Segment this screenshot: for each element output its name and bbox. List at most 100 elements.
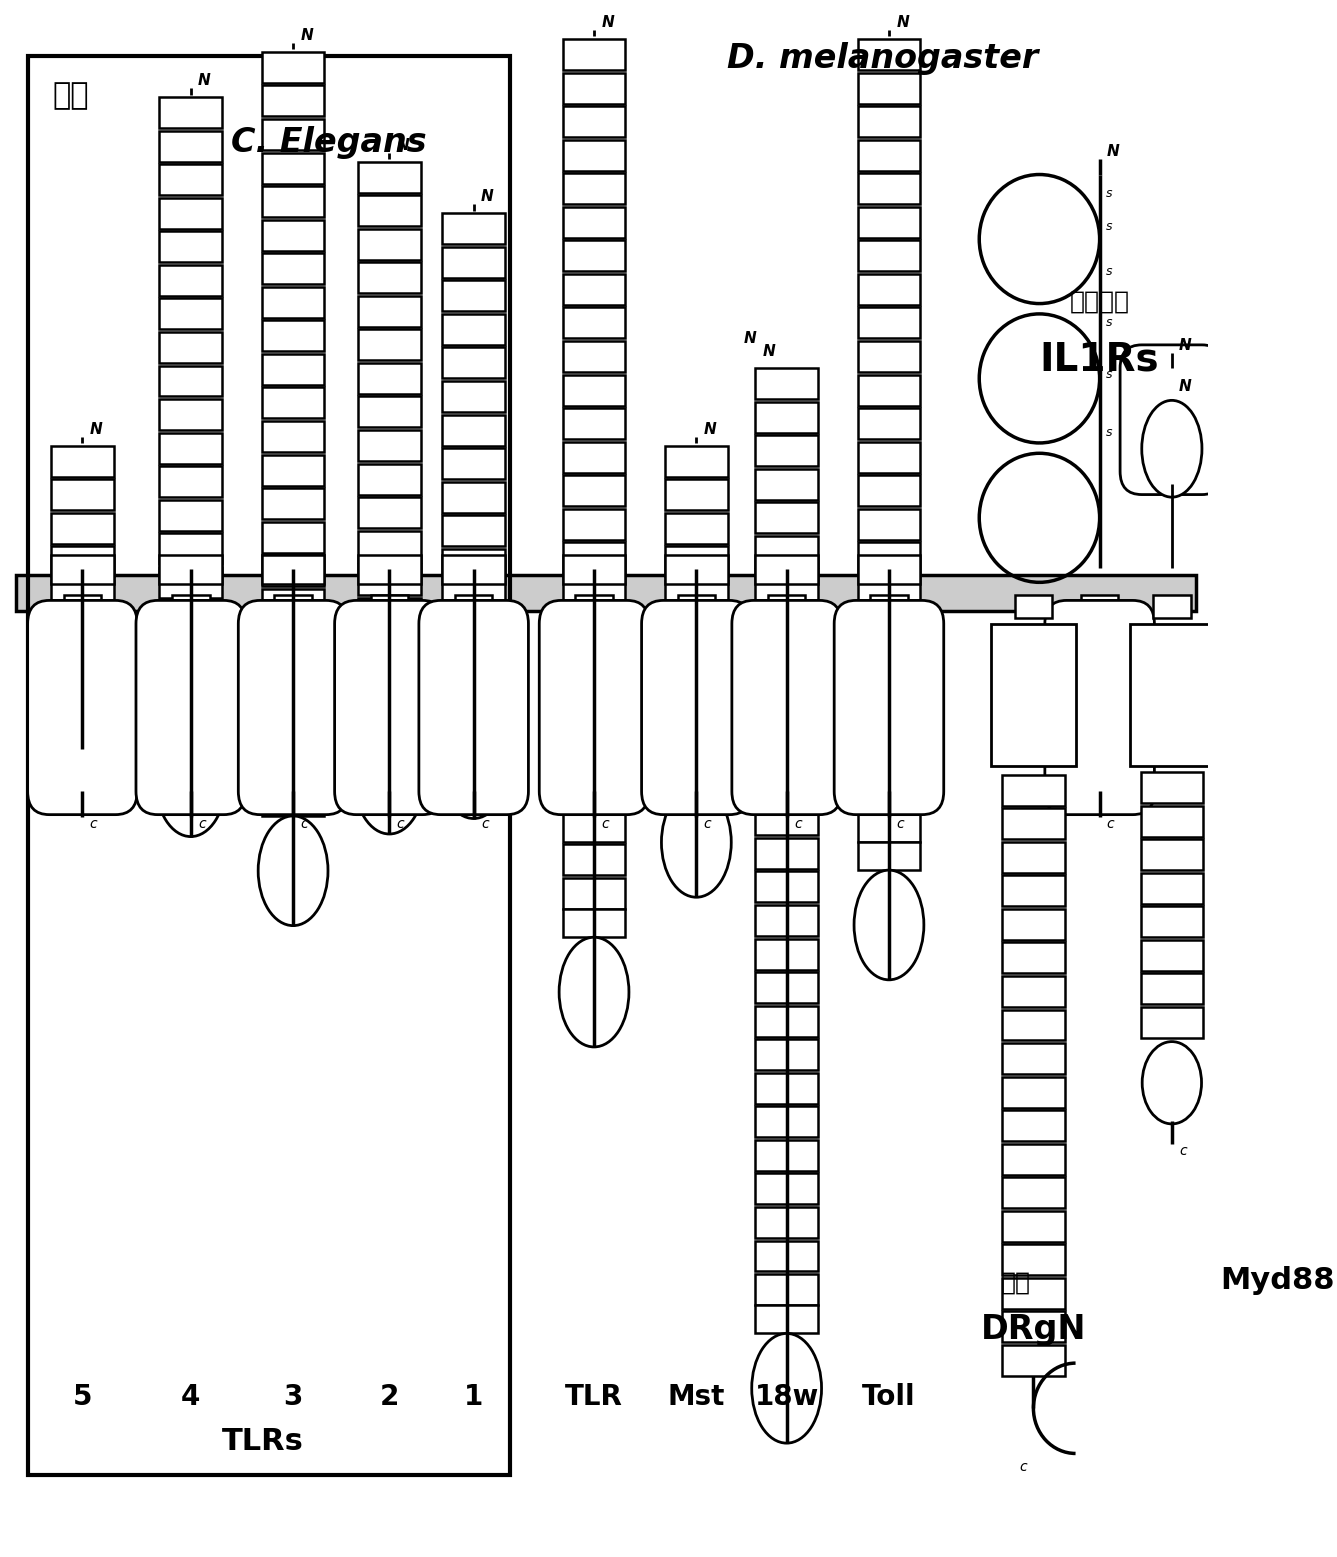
Bar (755, 1107, 818, 1137)
Bar (443, 248, 505, 277)
Bar (755, 503, 818, 534)
Bar (1140, 906, 1203, 937)
Bar (1015, 595, 1052, 618)
Bar (563, 173, 626, 204)
FancyBboxPatch shape (136, 601, 246, 814)
Bar (755, 771, 818, 802)
Bar (159, 699, 222, 727)
Bar (575, 595, 612, 618)
Bar (262, 187, 325, 216)
Bar (358, 296, 421, 327)
Bar (563, 609, 626, 640)
Bar (159, 299, 222, 330)
Bar (563, 140, 626, 171)
Bar (1003, 976, 1064, 1007)
Text: Mst: Mst (667, 1383, 725, 1411)
Bar (563, 777, 626, 808)
Bar (1140, 805, 1203, 836)
Bar (262, 655, 325, 687)
Bar (755, 402, 818, 433)
Bar (262, 388, 325, 419)
Ellipse shape (854, 870, 924, 979)
Bar (664, 480, 727, 511)
Bar (1003, 1043, 1064, 1074)
Bar (857, 777, 920, 808)
Ellipse shape (156, 727, 226, 836)
Bar (857, 140, 920, 171)
FancyBboxPatch shape (1120, 344, 1223, 495)
Text: c: c (481, 817, 488, 831)
Text: C. Elegans: C. Elegans (231, 126, 427, 159)
Bar (1003, 1076, 1064, 1107)
Bar (443, 481, 505, 512)
Text: s: s (1106, 220, 1112, 232)
Bar (1140, 873, 1203, 903)
Text: 植物: 植物 (1000, 1271, 1031, 1295)
Bar (857, 509, 920, 540)
Bar (159, 232, 222, 262)
FancyBboxPatch shape (334, 601, 444, 814)
Text: s: s (1106, 427, 1112, 439)
FancyBboxPatch shape (238, 601, 348, 814)
Text: N: N (743, 332, 757, 346)
Bar (563, 73, 626, 103)
Bar (358, 330, 421, 360)
Bar (755, 1006, 818, 1037)
Bar (443, 515, 505, 547)
Bar (664, 445, 727, 476)
Bar (443, 649, 505, 680)
Bar (664, 613, 727, 645)
Bar (443, 582, 505, 613)
Bar (563, 375, 626, 405)
Bar (755, 939, 818, 970)
Bar (755, 1073, 818, 1104)
Bar (755, 436, 818, 466)
Bar (755, 1039, 818, 1070)
Bar (857, 173, 920, 204)
Bar (755, 469, 818, 500)
Text: c: c (703, 817, 711, 831)
Text: DRgN: DRgN (980, 1314, 1086, 1347)
Bar (563, 39, 626, 70)
Ellipse shape (662, 673, 731, 782)
FancyBboxPatch shape (731, 601, 841, 814)
Bar (358, 430, 421, 461)
Bar (262, 51, 325, 83)
Bar (262, 153, 325, 184)
Bar (262, 353, 325, 385)
Bar (755, 556, 818, 584)
Text: N: N (397, 137, 409, 153)
Ellipse shape (48, 638, 118, 749)
Bar (159, 131, 222, 162)
Bar (1140, 839, 1203, 870)
Text: 5: 5 (72, 1383, 92, 1411)
Bar (755, 736, 818, 768)
Bar (755, 367, 818, 399)
Text: c: c (1179, 1144, 1187, 1158)
Text: c: c (90, 817, 98, 831)
Text: 3: 3 (283, 1383, 302, 1411)
Bar (358, 632, 421, 662)
Bar (262, 254, 325, 285)
Text: Toll: Toll (862, 1383, 916, 1411)
Bar (563, 710, 626, 741)
Text: c: c (794, 817, 801, 831)
Bar (455, 595, 492, 618)
Bar (755, 637, 818, 668)
Text: s: s (1106, 367, 1112, 381)
Bar (1003, 875, 1064, 906)
FancyBboxPatch shape (539, 601, 648, 814)
Bar (443, 347, 505, 378)
Bar (358, 497, 421, 528)
Bar (563, 643, 626, 674)
Bar (1140, 973, 1203, 1004)
Bar (991, 624, 1075, 766)
Bar (51, 547, 114, 578)
Bar (358, 195, 421, 226)
Ellipse shape (354, 724, 424, 835)
Bar (1140, 1007, 1203, 1039)
Bar (664, 645, 727, 673)
Bar (857, 106, 920, 137)
Bar (262, 589, 325, 620)
Ellipse shape (258, 816, 328, 925)
